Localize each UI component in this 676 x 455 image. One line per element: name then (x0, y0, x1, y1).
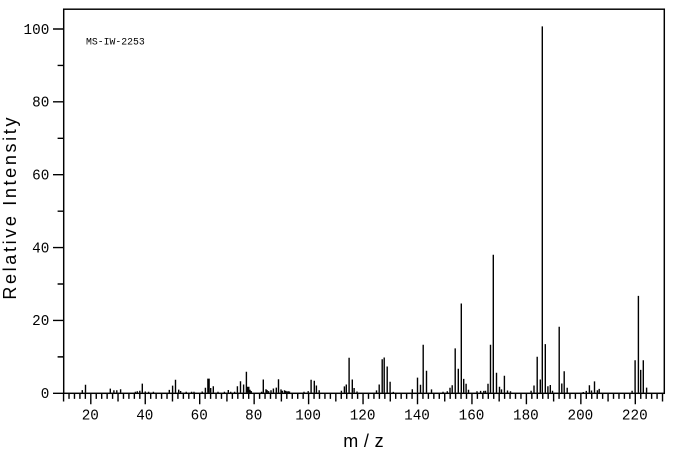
svg-text:40: 40 (136, 409, 153, 425)
svg-text:200: 200 (568, 409, 594, 425)
svg-text:100: 100 (24, 23, 50, 39)
svg-text:60: 60 (32, 169, 49, 185)
svg-text:40: 40 (32, 241, 49, 257)
svg-text:140: 140 (404, 409, 430, 425)
svg-text:Relative Intensity: Relative Intensity (0, 115, 20, 300)
svg-text:120: 120 (350, 409, 376, 425)
svg-text:100: 100 (295, 409, 321, 425)
svg-text:MS-IW-2253: MS-IW-2253 (86, 36, 145, 47)
svg-text:220: 220 (622, 409, 648, 425)
svg-text:180: 180 (513, 409, 539, 425)
svg-text:20: 20 (82, 409, 99, 425)
svg-text:m/z: m/z (343, 431, 389, 451)
svg-text:80: 80 (245, 409, 262, 425)
svg-text:20: 20 (32, 314, 49, 330)
svg-text:60: 60 (191, 409, 208, 425)
svg-text:0: 0 (41, 387, 50, 403)
svg-text:80: 80 (32, 96, 49, 112)
svg-text:160: 160 (459, 409, 485, 425)
